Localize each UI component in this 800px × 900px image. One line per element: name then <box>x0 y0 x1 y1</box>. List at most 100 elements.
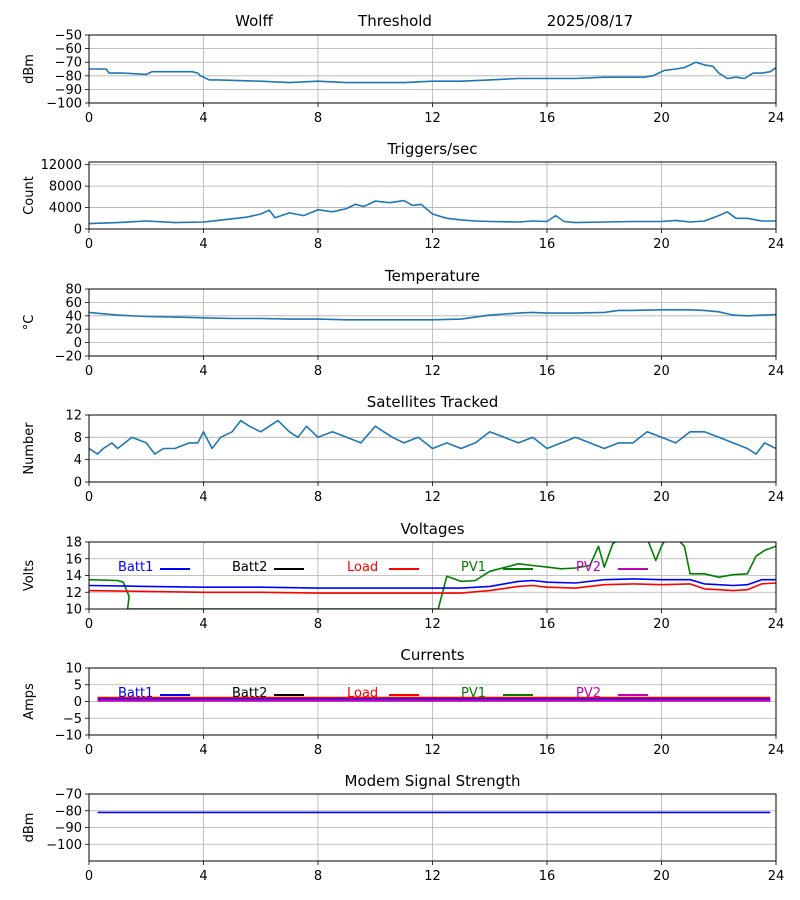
x-tick-label: 8 <box>314 617 322 632</box>
plot-frame <box>88 541 777 610</box>
legend-label-batt2: Batt2 <box>232 686 267 701</box>
chart-title: Voltages <box>400 520 464 538</box>
y-tick-label: −50 <box>55 29 82 44</box>
x-tick-label: 24 <box>768 237 785 252</box>
legend-label-batt2: Batt2 <box>232 560 267 575</box>
y-tick-label: −20 <box>55 350 82 365</box>
y-tick-label: 0 <box>74 336 82 351</box>
y-tick-label: 5 <box>74 678 82 693</box>
legend-label-pv1: PV1 <box>461 560 486 575</box>
y-tick-label: 4000 <box>49 201 82 216</box>
y-tick-label: 12 <box>65 586 82 601</box>
x-tick-label: 0 <box>85 237 93 252</box>
x-tick-label: 12 <box>424 237 441 252</box>
x-tick-label: 20 <box>653 617 670 632</box>
y-tick-label: 40 <box>65 309 82 324</box>
date-label: 2025/08/17 <box>547 12 633 30</box>
x-tick-label: 8 <box>314 743 322 758</box>
y-tick-label: 0 <box>74 476 82 491</box>
x-tick-label: 0 <box>85 743 93 758</box>
x-tick-label: 8 <box>314 237 322 252</box>
plot-frame <box>88 414 777 483</box>
x-tick-label: 16 <box>539 364 556 379</box>
y-tick-label: −90 <box>55 821 82 836</box>
chart-title: Triggers/sec <box>387 140 478 158</box>
x-tick-label: 16 <box>539 743 556 758</box>
y-tick-label: −60 <box>55 42 82 57</box>
legend-label-load: Load <box>347 560 378 575</box>
x-tick-label: 4 <box>199 743 207 758</box>
x-tick-label: 16 <box>539 490 556 505</box>
x-tick-label: 0 <box>85 364 93 379</box>
x-tick-label: 20 <box>653 364 670 379</box>
y-tick-label: 80 <box>65 283 82 298</box>
chart-title: Currents <box>400 646 464 664</box>
series-line <box>89 199 776 225</box>
x-tick-label: 20 <box>653 111 670 126</box>
x-tick-label: 24 <box>768 111 785 126</box>
x-tick-label: 12 <box>424 111 441 126</box>
x-tick-label: 12 <box>424 364 441 379</box>
series-line-load <box>89 582 776 594</box>
y-tick-label: −80 <box>55 69 82 84</box>
x-tick-label: 12 <box>424 743 441 758</box>
x-tick-label: 20 <box>653 869 670 884</box>
series-line <box>89 419 776 455</box>
y-tick-label: 60 <box>65 296 82 311</box>
x-tick-label: 12 <box>424 869 441 884</box>
series-line-batt1 <box>89 578 776 589</box>
x-tick-label: 24 <box>768 743 785 758</box>
y-tick-label: 10 <box>65 603 82 618</box>
x-tick-label: 20 <box>653 237 670 252</box>
x-tick-label: 8 <box>314 490 322 505</box>
x-tick-label: 12 <box>424 617 441 632</box>
x-tick-label: 16 <box>539 111 556 126</box>
y-tick-label: 8000 <box>49 180 82 195</box>
x-tick-label: 24 <box>768 869 785 884</box>
legend-label-batt1: Batt1 <box>118 686 153 701</box>
chart-title: Temperature <box>384 267 480 285</box>
x-tick-label: 0 <box>85 490 93 505</box>
plot-frame <box>88 34 777 104</box>
y-tick-label: 0 <box>74 223 82 238</box>
y-axis-label: Amps <box>22 683 37 720</box>
x-tick-label: 4 <box>199 364 207 379</box>
y-tick-label: 4 <box>74 453 82 468</box>
x-tick-label: 24 <box>768 617 785 632</box>
y-tick-label: 12000 <box>41 158 82 173</box>
y-tick-label: −100 <box>46 838 82 853</box>
x-tick-label: 8 <box>314 111 322 126</box>
legend-label-batt1: Batt1 <box>118 560 153 575</box>
x-tick-label: 0 <box>85 111 93 126</box>
chart-panel: −70−80 −90 −100 0 4 8 12 16 20 24 Modem Signal Str… <box>22 772 784 884</box>
legend-label-pv1: PV1 <box>461 686 486 701</box>
y-axis-label: dBm <box>22 813 37 843</box>
plot-frame <box>88 667 777 736</box>
chart-title: Satellites Tracked <box>367 393 498 411</box>
series-line <box>89 308 776 321</box>
y-axis-label: Number <box>22 422 37 475</box>
y-tick-label: 20 <box>65 323 82 338</box>
series-line-pv1 <box>89 542 776 609</box>
x-tick-label: 16 <box>539 237 556 252</box>
y-tick-label: 16 <box>65 552 82 567</box>
mode-label: Threshold <box>357 12 432 30</box>
plot-frame <box>88 793 777 862</box>
x-tick-label: 0 <box>85 617 93 632</box>
x-tick-label: 8 <box>314 869 322 884</box>
x-tick-label: 12 <box>424 490 441 505</box>
legend-label-pv2: PV2 <box>576 686 601 701</box>
x-tick-label: 8 <box>314 364 322 379</box>
legend-label-pv2: PV2 <box>576 560 601 575</box>
y-tick-label: 14 <box>65 569 82 584</box>
y-axis-label: °C <box>22 315 37 331</box>
y-tick-label: 18 <box>65 536 82 551</box>
station-name: Wolff <box>235 12 273 30</box>
series-line <box>89 61 776 84</box>
y-axis-label: dBm <box>22 54 37 84</box>
